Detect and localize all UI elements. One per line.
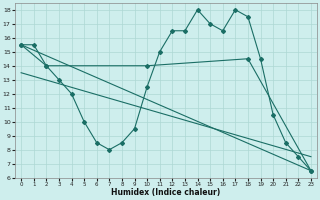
X-axis label: Humidex (Indice chaleur): Humidex (Indice chaleur) bbox=[111, 188, 221, 197]
